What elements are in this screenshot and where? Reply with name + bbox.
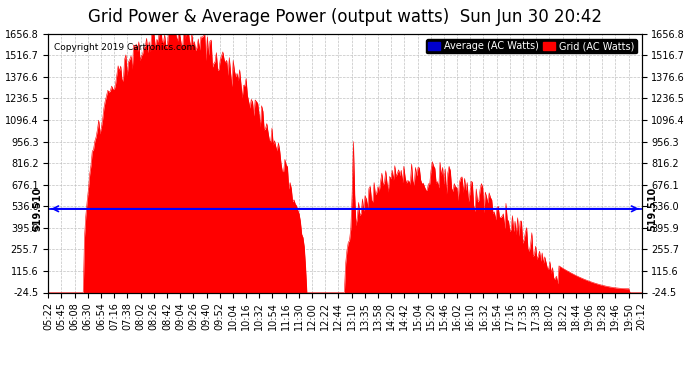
Text: Grid Power & Average Power (output watts)  Sun Jun 30 20:42: Grid Power & Average Power (output watts…: [88, 8, 602, 26]
Legend: Average (AC Watts), Grid (AC Watts): Average (AC Watts), Grid (AC Watts): [426, 39, 637, 54]
Text: Copyright 2019 Cartronics.com: Copyright 2019 Cartronics.com: [55, 43, 195, 52]
Text: 519.510: 519.510: [648, 187, 658, 231]
Text: 519.510: 519.510: [32, 187, 42, 231]
